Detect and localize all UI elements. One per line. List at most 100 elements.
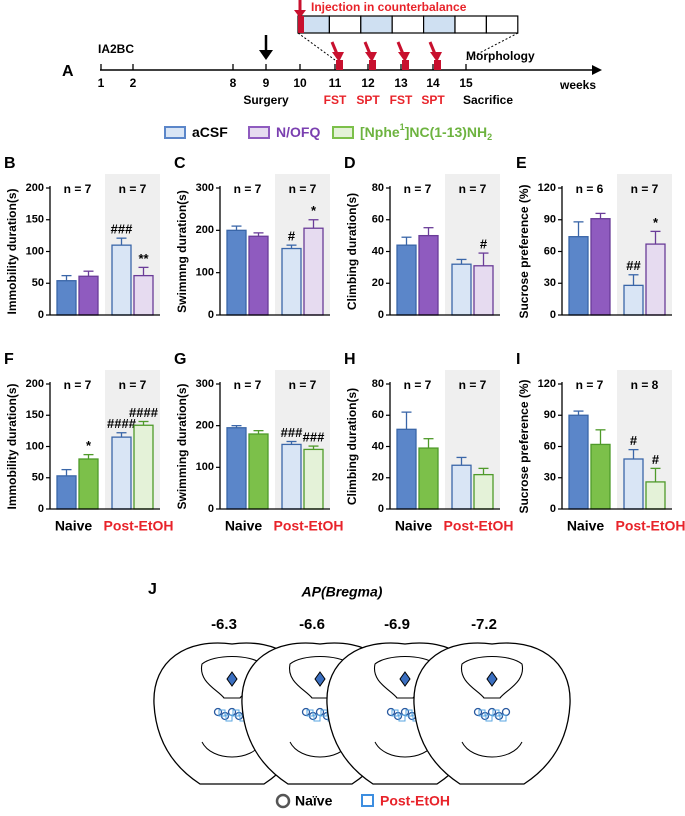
injection-arrow-head — [430, 52, 442, 62]
legend-label-part: 2 — [487, 132, 492, 142]
n-label: n = 7 — [404, 378, 432, 392]
n-label: n = 7 — [64, 378, 92, 392]
y-tick-label: 50 — [32, 472, 44, 484]
x-category-label: Post-EtOH — [444, 518, 514, 534]
week-label: 2 — [130, 76, 137, 90]
section-label: -7.2 — [471, 616, 497, 633]
zoom-line — [297, 32, 336, 61]
section-label: -6.6 — [299, 616, 325, 633]
y-tick-label: 0 — [38, 503, 44, 515]
n-label: n = 7 — [289, 182, 317, 196]
significance-mark: ## — [626, 258, 641, 273]
bar — [56, 280, 77, 316]
panel-letter: C — [174, 155, 186, 172]
aqueduct — [399, 671, 411, 687]
y-tick-label: 30 — [544, 277, 556, 289]
timeline-arrow — [592, 65, 602, 75]
y-axis-label: Immobility duration(s) — [5, 188, 19, 314]
site-post — [313, 714, 321, 722]
significance-mark: ### — [281, 425, 303, 440]
n-label: n = 7 — [404, 182, 432, 196]
y-tick-label: 80 — [372, 182, 384, 194]
week-label: 9 — [263, 76, 270, 90]
y-tick-label: 120 — [538, 378, 556, 390]
y-tick-label: 20 — [372, 472, 384, 484]
week-label: 1 — [98, 76, 105, 90]
legend-label-part: aCSF — [192, 124, 228, 140]
bar — [78, 458, 99, 510]
y-tick-label: 80 — [372, 378, 384, 390]
test-label: SPT — [421, 93, 445, 107]
significance-mark: # — [652, 452, 660, 467]
y-tick-label: 0 — [378, 503, 384, 515]
n-label: n = 7 — [234, 378, 262, 392]
panel-letter: B — [4, 155, 16, 172]
y-tick-label: 90 — [544, 214, 556, 226]
y-tick-label: 20 — [372, 277, 384, 289]
x-category-label: Naive — [55, 518, 93, 534]
legend-label-part: ]NC(1-13)NH — [405, 124, 487, 140]
site-post — [499, 714, 507, 722]
panel-title: AP(Bregma) — [301, 584, 383, 600]
site-naive — [213, 707, 223, 717]
y-tick-label: 150 — [26, 409, 44, 421]
y-tick-label: 0 — [550, 503, 556, 515]
y-axis-label: Sucrose preference (%) — [517, 184, 531, 318]
bar — [645, 481, 666, 510]
bar — [78, 275, 99, 316]
panel-letter: D — [344, 155, 356, 172]
bar — [568, 414, 589, 510]
aqueduct — [314, 671, 326, 687]
bar — [451, 464, 472, 510]
legend-swatch — [332, 126, 354, 139]
panel-letter: A — [62, 63, 74, 80]
n-label: n = 7 — [64, 182, 92, 196]
y-tick-label: 150 — [26, 214, 44, 226]
y-tick-label: 200 — [26, 378, 44, 390]
bar — [133, 274, 154, 316]
site-post — [478, 709, 486, 717]
unit-label: weeks — [559, 78, 596, 92]
bar — [568, 236, 589, 316]
injection-marker — [369, 60, 376, 70]
y-tick-label: 100 — [196, 267, 214, 279]
bar — [303, 448, 324, 510]
bar — [133, 424, 154, 510]
n-label: n = 7 — [631, 182, 659, 196]
site-post — [492, 709, 500, 717]
n-label: n = 7 — [459, 182, 487, 196]
schedule-cell — [360, 15, 393, 34]
legend-square — [361, 794, 374, 807]
bar — [623, 458, 644, 510]
y-tick-label: 60 — [372, 409, 384, 421]
bar — [111, 244, 132, 316]
bar — [590, 218, 611, 316]
bar — [303, 227, 324, 316]
x-category-label: Naive — [567, 518, 605, 534]
panel-letter: J — [148, 581, 157, 598]
y-tick-label: 0 — [378, 309, 384, 321]
bar — [473, 473, 494, 510]
test-label: FST — [324, 93, 347, 107]
bar — [226, 427, 247, 510]
morphology-label: Morphology — [466, 49, 535, 63]
week-label: 8 — [230, 76, 237, 90]
legend-circle — [275, 793, 291, 809]
site-post — [306, 709, 314, 717]
y-tick-label: 100 — [26, 245, 44, 257]
week-label: 14 — [426, 76, 440, 90]
injection-marker — [336, 60, 343, 70]
y-axis-label: Swimmng duration(s) — [175, 190, 189, 313]
y-tick-label: 30 — [544, 472, 556, 484]
week-label: 13 — [394, 76, 408, 90]
y-tick-label: 60 — [372, 214, 384, 226]
brain-section — [413, 642, 571, 785]
bar — [56, 475, 77, 510]
legend-swatch — [248, 126, 270, 139]
bar — [248, 235, 269, 316]
schedule-cell — [485, 15, 519, 34]
y-tick-label: 0 — [550, 309, 556, 321]
legend-label-part: [Nphe — [360, 124, 400, 140]
site-post — [485, 714, 493, 722]
significance-mark: #### — [107, 416, 137, 431]
